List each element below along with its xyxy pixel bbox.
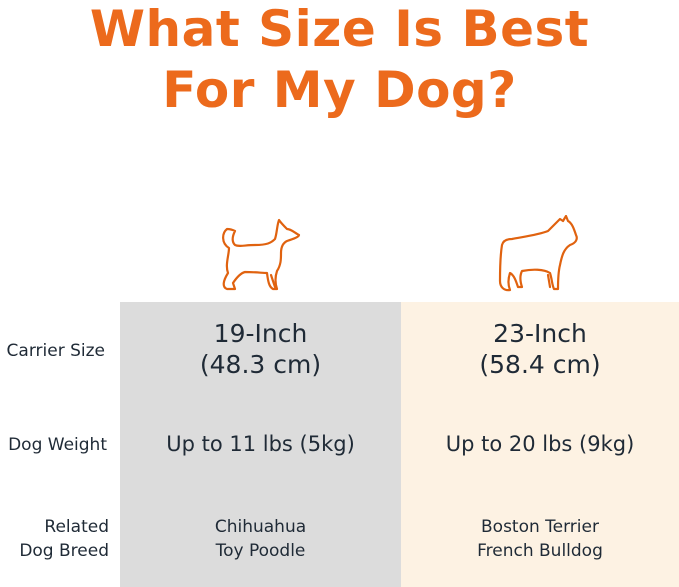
breeds-19: Chihuahua Toy Poodle xyxy=(120,515,401,563)
page-title: What Size Is Best For My Dog? xyxy=(0,0,679,119)
breed-1: Boston Terrier xyxy=(481,517,599,537)
size-line-1: 23-Inch xyxy=(493,319,587,348)
column-23-inch xyxy=(401,302,679,587)
column-19-inch xyxy=(120,302,401,587)
carrier-size-19: 19-Inch (48.3 cm) xyxy=(120,318,401,380)
carrier-size-23: 23-Inch (58.4 cm) xyxy=(401,318,679,380)
row-label-breed-line-2: Dog Breed xyxy=(19,541,109,561)
breed-1: Chihuahua xyxy=(214,517,307,537)
title-line-2: For My Dog? xyxy=(162,61,517,119)
row-label-related-breed: Related Dog Breed xyxy=(19,515,109,563)
weight-19: Up to 11 lbs (5kg) xyxy=(166,432,355,456)
size-line-2: (48.3 cm) xyxy=(199,350,322,379)
size-line-2: (58.4 cm) xyxy=(479,350,601,379)
row-label-breed-line-1: Related xyxy=(44,517,109,537)
row-label-dog-weight: Dog Weight xyxy=(8,435,107,455)
chihuahua-outline-icon xyxy=(222,218,301,291)
breeds-23: Boston Terrier French Bulldog xyxy=(401,515,679,563)
row-label-carrier-size: Carrier Size xyxy=(6,341,105,361)
weight-23: Up to 20 lbs (9kg) xyxy=(445,432,635,456)
breed-2: Toy Poodle xyxy=(215,541,306,561)
size-line-1: 19-Inch xyxy=(213,319,308,348)
title-line-1: What Size Is Best xyxy=(89,0,590,58)
breed-2: French Bulldog xyxy=(477,541,603,561)
bulldog-outline-icon xyxy=(498,215,578,292)
